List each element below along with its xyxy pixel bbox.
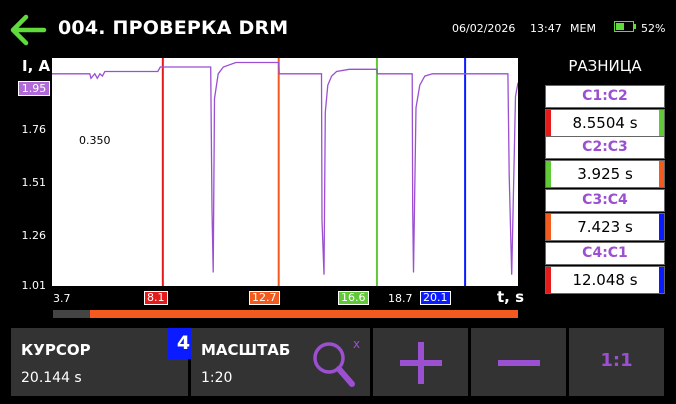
battery-percent: 52% [641,22,666,35]
diff-value-4: 12.048 s [545,266,665,294]
x-tick-label: 18.7 [388,292,413,305]
diff-left-marker [546,214,551,240]
current-trace-line [52,61,518,275]
battery-level-fill [616,23,624,30]
diff-value-3: 7.423 s [545,213,665,241]
diff-panel-title: РАЗНИЦА [568,57,642,75]
diff-left-marker [546,110,551,136]
diff-value-text: 8.5504 s [572,114,638,132]
diff-right-marker [659,161,664,187]
battery-icon [614,21,634,32]
page-title: 004. ПРОВЕРКА DRM [58,17,289,39]
diff-value-text: 7.423 s [577,218,633,236]
diff-value-2: 3.925 s [545,160,665,188]
diff-label-1: C1:C2 [545,85,665,108]
x-axis-label: t, s [497,288,525,306]
x-tick-label: 3.7 [53,292,71,305]
reset-scale-label: 1:1 [600,350,633,371]
scale-button[interactable]: МАСШТАБ 1:20 x [191,328,370,396]
y-axis-label: I, A [22,57,51,75]
zoom-superscript: x [353,337,360,351]
scale-value: 1:20 [201,370,233,386]
measure-value: 0.350 [79,134,111,147]
diff-label-2: C2:C3 [545,136,665,159]
diff-right-marker [659,214,664,240]
plus-icon [400,342,442,384]
diff-right-marker [659,110,664,136]
cursor-button[interactable]: КУРСОР 20.144 s 4 [11,328,199,396]
memory-label: MEM [570,22,596,35]
diff-value-1: 8.5504 s [545,109,665,137]
y-tick-label: 1.76 [21,123,47,136]
date-label: 06/02/2026 [452,22,516,35]
y-tick-label: 1.01 [21,279,47,292]
diff-right-marker [659,267,664,293]
zoom-magnifier-icon: x [313,337,360,387]
zoom-out-button[interactable] [471,328,566,396]
current-plot[interactable] [52,58,518,286]
y-cursor-value: 1.95 [18,81,50,96]
minus-icon [498,360,540,366]
y-tick-label: 1.26 [21,229,47,242]
cursor-1-tag[interactable]: 8.1 [144,291,168,305]
battery-tip [634,24,636,29]
diff-left-marker [546,161,551,187]
time-label: 13:47 [530,22,562,35]
reset-scale-button[interactable]: 1:1 [569,328,664,396]
cursor-2-tag[interactable]: 12.7 [249,291,280,305]
diff-left-marker [546,267,551,293]
diff-value-text: 3.925 s [577,165,633,183]
diff-label-4: C4:C1 [545,242,665,265]
chart-scrollbar-thumb[interactable] [90,310,518,318]
scale-button-title: МАСШТАБ [201,341,291,359]
diff-label-3: C3:C4 [545,189,665,212]
cursor-3-tag[interactable]: 16.6 [338,291,369,305]
zoom-in-button[interactable] [373,328,468,396]
cursor-button-title: КУРСОР [21,341,91,359]
cursor-position-value: 20.144 s [21,370,82,386]
y-tick-area: 1.01 1.26 1.51 1.76 [0,0,52,300]
diff-value-text: 12.048 s [572,271,638,289]
back-arrow-icon[interactable] [8,12,48,48]
cursor-4-tag[interactable]: 20.1 [420,291,451,305]
y-tick-label: 1.51 [21,176,47,189]
